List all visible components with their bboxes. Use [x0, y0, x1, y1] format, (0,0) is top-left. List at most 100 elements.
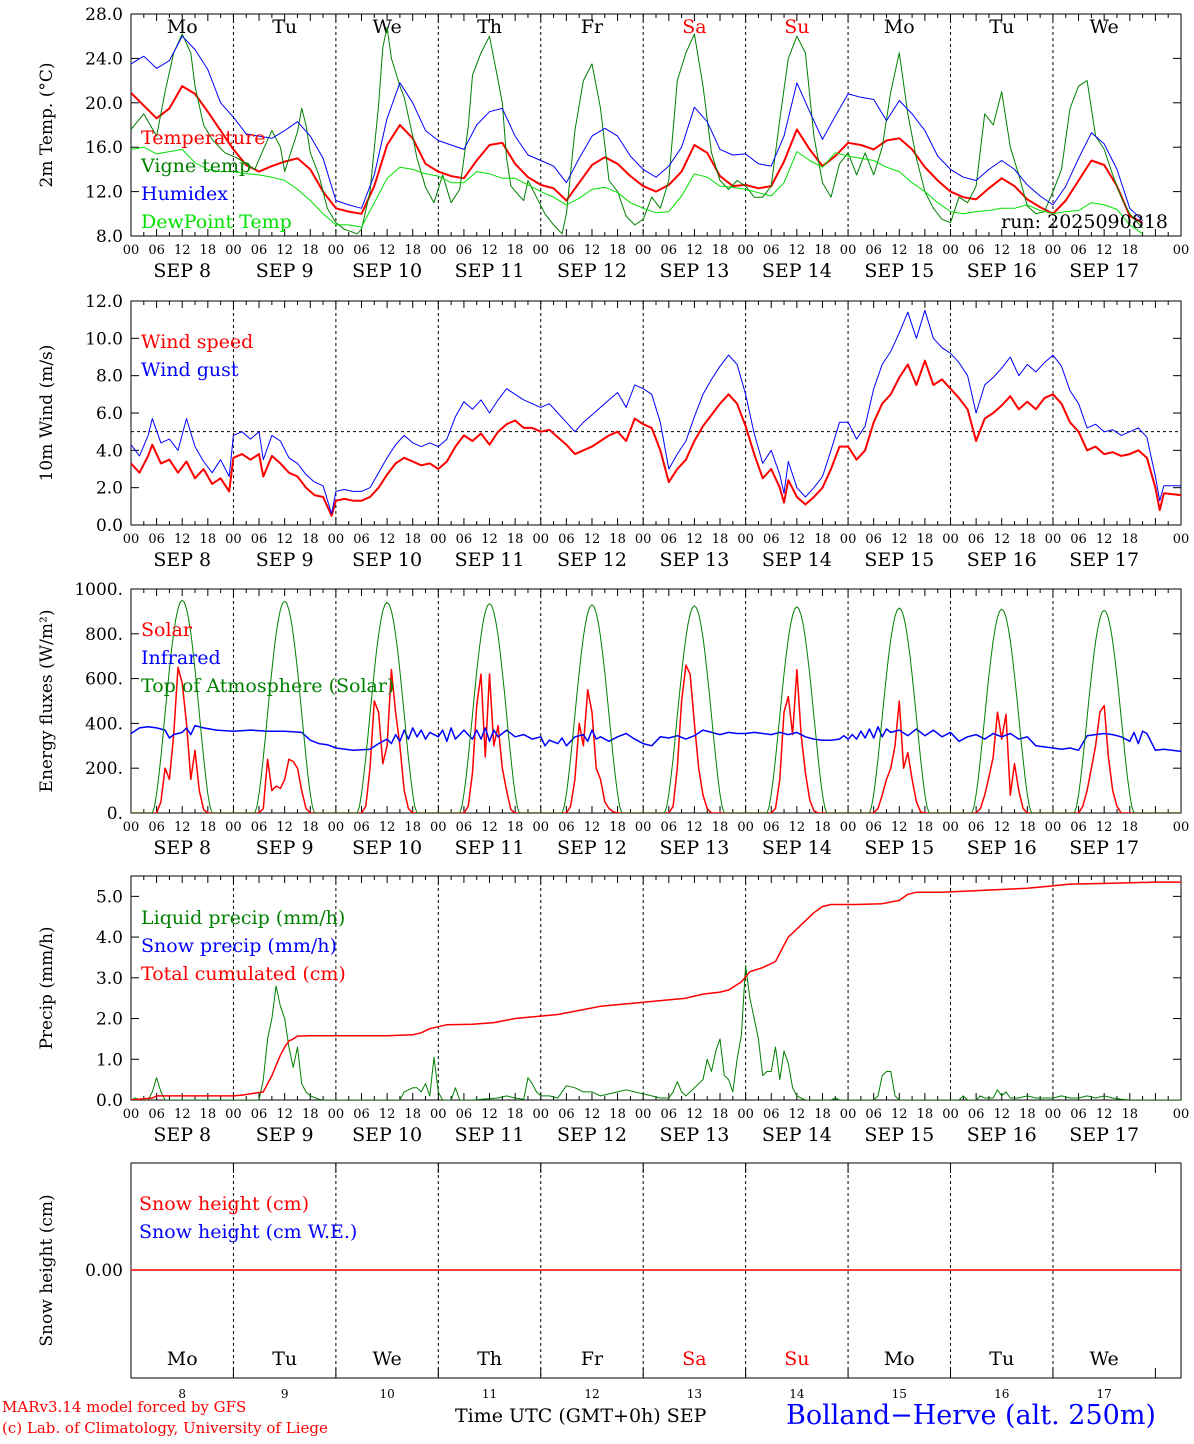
- x-date-label: SEP 17: [1069, 549, 1139, 571]
- x-hour-label: 12: [379, 243, 396, 258]
- series-line-wind-gust: [131, 309, 1181, 515]
- x-hour-label: 06: [353, 243, 370, 258]
- x-date-label: SEP 14: [762, 837, 832, 859]
- legend-entry: DewPoint Temp: [141, 211, 292, 233]
- x-hour-label: 00: [225, 1107, 242, 1122]
- series-line-dewpoint-temp: [131, 146, 1143, 235]
- day-number-label: 9: [281, 1387, 289, 1401]
- y-axis-label: 10m Wind (m/s): [37, 345, 57, 482]
- x-hour-label: 00: [635, 532, 652, 547]
- x-hour-label: 12: [993, 532, 1010, 547]
- x-hour-label: 06: [353, 1107, 370, 1122]
- x-hour-label: 12: [891, 820, 908, 835]
- x-hour-label: 06: [661, 532, 678, 547]
- x-hour-label: 18: [609, 532, 626, 547]
- x-hour-label: 18: [1122, 1107, 1139, 1122]
- x-hour-label: 06: [456, 243, 473, 258]
- x-date-label: SEP 10: [352, 837, 422, 859]
- series-line-wind-speed: [131, 359, 1181, 517]
- x-date-label: SEP 10: [352, 260, 422, 282]
- x-hour-label: 06: [661, 820, 678, 835]
- x-hour-label: 18: [1019, 243, 1036, 258]
- x-hour-label: 06: [1070, 532, 1087, 547]
- x-hour-label: 12: [379, 1107, 396, 1122]
- x-hour-label: 12: [789, 243, 806, 258]
- x-hour-label: 00: [430, 1107, 447, 1122]
- x-hour-label: 12: [1096, 820, 1113, 835]
- x-hour-label: 12: [379, 532, 396, 547]
- x-hour-label: 12: [174, 532, 191, 547]
- legend-entry: Wind speed: [141, 331, 253, 353]
- x-hour-label: 06: [251, 243, 268, 258]
- series-line-liquid-precip-mm-h-: [131, 965, 1181, 1100]
- y-tick-label: 4.0: [96, 928, 123, 948]
- y-tick-label: 8.0: [96, 227, 123, 247]
- series-line-vigne-temp: [131, 26, 1143, 235]
- x-hour-label: 00: [942, 243, 959, 258]
- y-axis-label: Energy fluxes (W/m²): [37, 610, 57, 793]
- x-date-label: SEP 12: [557, 260, 627, 282]
- x-date-label: SEP 16: [967, 837, 1037, 859]
- x-date-label: SEP 17: [1069, 260, 1139, 282]
- x-hour-label: 18: [917, 820, 934, 835]
- x-date-label: SEP 9: [256, 837, 314, 859]
- x-hour-label: 18: [917, 1107, 934, 1122]
- x-hour-label: 00: [430, 532, 447, 547]
- weekday-label: Fr: [581, 16, 604, 38]
- legend-entry: Solar: [141, 619, 193, 641]
- panel-energy: 0. 200. 400. 600. 800. 1000. Energy fluxes (W/…: [37, 580, 1189, 859]
- y-tick-label: 200.: [85, 759, 123, 779]
- y-tick-label: 16.0: [85, 138, 123, 158]
- y-tick-label: 24.0: [85, 49, 123, 69]
- x-hour-label: 12: [276, 1107, 293, 1122]
- x-hour-label: 00: [737, 1107, 754, 1122]
- x-hour-label: 12: [891, 532, 908, 547]
- x-hour-label: 00: [225, 820, 242, 835]
- x-hour-label: 06: [558, 243, 575, 258]
- x-hour-label: 18: [1122, 820, 1139, 835]
- x-date-label: SEP 17: [1069, 837, 1139, 859]
- x-hour-label: 12: [174, 820, 191, 835]
- x-hour-label: 12: [1096, 532, 1113, 547]
- y-axis-label: Snow height (cm): [37, 1194, 57, 1346]
- x-hour-label: 12: [686, 243, 703, 258]
- lab-credit: (c) Lab. of Climatology, University of L…: [2, 1419, 328, 1437]
- x-hour-label: 18: [1122, 243, 1139, 258]
- x-hour-label: 18: [200, 243, 217, 258]
- x-hour-label: 06: [148, 532, 165, 547]
- y-tick-label: 0.: [107, 804, 123, 824]
- weekday-label: Th: [477, 1348, 502, 1370]
- y-tick-label: 5.0: [96, 887, 123, 907]
- x-hour-label: 18: [917, 243, 934, 258]
- x-date-label: SEP 8: [153, 1124, 211, 1146]
- x-hour-label: 00: [1045, 1107, 1062, 1122]
- weekday-label: Mo: [167, 16, 198, 38]
- x-hour-label: 12: [481, 532, 498, 547]
- y-tick-label: 10.0: [85, 329, 123, 349]
- y-axis-label: Precip (mm/h): [37, 926, 57, 1049]
- x-hour-label: 18: [814, 243, 831, 258]
- x-hour-label: 06: [865, 1107, 882, 1122]
- y-tick-label: 400.: [85, 714, 123, 734]
- x-hour-label: 12: [686, 820, 703, 835]
- x-date-label: SEP 13: [659, 837, 729, 859]
- series-line-humidex: [131, 35, 1143, 221]
- x-hour-label: 00: [635, 1107, 652, 1122]
- y-tick-label: 8.0: [96, 367, 123, 387]
- day-number-label: 13: [687, 1387, 702, 1401]
- x-date-label: SEP 8: [153, 549, 211, 571]
- x-hour-label: 06: [148, 820, 165, 835]
- series-line-total-cumulated-cm-: [131, 881, 1181, 1100]
- x-date-label: SEP 15: [864, 1124, 934, 1146]
- y-tick-label: 600.: [85, 670, 123, 690]
- x-hour-label: 06: [558, 1107, 575, 1122]
- x-date-label: SEP 11: [455, 260, 525, 282]
- x-date-label: SEP 13: [659, 549, 729, 571]
- day-number-label: 16: [994, 1387, 1009, 1401]
- series-line-solar: [131, 664, 1181, 813]
- plot-frame: [130, 588, 1182, 814]
- x-hour-label: 18: [1019, 1107, 1036, 1122]
- x-hour-label: 18: [404, 532, 421, 547]
- y-tick-label: 800.: [85, 625, 123, 645]
